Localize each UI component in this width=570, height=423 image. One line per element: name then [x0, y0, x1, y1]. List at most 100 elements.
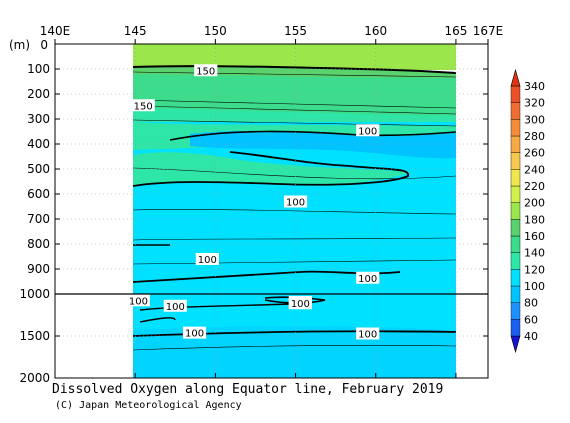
contour-label-1: 150 [134, 101, 153, 112]
contour-label-7: 100 [166, 302, 185, 313]
y-tick-label-10: 1000 [19, 287, 50, 301]
colorbar-label-13: 300 [524, 113, 545, 126]
contour-label-bg-0 [194, 64, 218, 77]
y-tick-label-12: 2000 [19, 371, 50, 385]
contour-thin-1 [132, 71, 457, 78]
colorbar-box-9 [510, 169, 521, 187]
contour-150-lower [132, 105, 457, 115]
y-unit-label: (m) [9, 38, 30, 52]
contour-label-bg-1 [131, 99, 155, 112]
x-tick-label-4: 160 [364, 24, 387, 38]
contour-label-bg-7 [163, 299, 187, 312]
x-tick-label-2: 150 [204, 24, 227, 38]
colorbar-label-6: 160 [524, 230, 545, 243]
colorbar-label-5: 140 [524, 247, 545, 260]
contour-thin-3 [132, 119, 457, 127]
credit-text: (C) Japan Meteorological Agency [55, 400, 242, 411]
contour-label-bg-11 [356, 327, 380, 340]
colorbar-label-7: 180 [524, 213, 545, 226]
y-tick-label-5: 500 [27, 162, 50, 176]
contour-lower-2 [139, 317, 176, 323]
contour-label-2: 100 [286, 198, 305, 209]
contour-thin-5 [132, 209, 457, 215]
colorbar-box-6 [510, 219, 521, 237]
contour-label-11: 100 [358, 329, 377, 340]
contour-lines [132, 65, 457, 351]
contour-labels: 150150100100100100100100100100100100 [126, 64, 380, 340]
contour-label-4: 100 [198, 255, 217, 266]
colorbar-box-13 [510, 102, 521, 120]
contour-label-bg-4 [195, 253, 219, 265]
colorbar-label-3: 100 [524, 280, 545, 293]
contour-label-3: 100 [358, 126, 377, 137]
colorbar-box-0 [510, 319, 521, 337]
colorbar-box-3 [510, 269, 521, 287]
y-tick-label-3: 300 [27, 112, 50, 126]
contour-150-top [132, 65, 457, 74]
contour-label-bg-3 [356, 124, 380, 137]
colorbar-box-14 [510, 85, 521, 103]
x-tick-label-6: 167E [473, 24, 504, 38]
y-tick-label-9: 900 [27, 262, 50, 276]
colorbar-box-5 [510, 235, 521, 253]
contour-100-a [169, 130, 457, 141]
colorbar-box-8 [510, 185, 521, 203]
contour-lower-5 [132, 344, 457, 351]
colorbar-label-0: 40 [524, 330, 538, 343]
plot-frame [54, 43, 489, 379]
colorbar-box-1 [510, 302, 521, 320]
y-tick-label-6: 600 [27, 187, 50, 201]
colorbar-label-9: 220 [524, 180, 545, 193]
y-tick-label-7: 700 [27, 212, 50, 226]
contour-label-bg-10 [182, 326, 207, 339]
contour-label-bg-9 [288, 297, 312, 310]
colorbar-min-triangle [510, 335, 521, 354]
y-tick-label-zero: 0 [40, 38, 48, 52]
contour-label-5: 100 [358, 274, 377, 285]
contour-100-b [132, 151, 409, 187]
colorbar-max-triangle [510, 68, 521, 87]
colorbar-box-7 [510, 202, 521, 220]
colorbar-box-10 [510, 152, 521, 170]
colorbar-box-12 [510, 119, 521, 137]
band-140-upper [133, 74, 456, 118]
contour-thin-4 [132, 167, 457, 180]
contour-lower-3 [264, 296, 326, 304]
contour-label-6: 100 [129, 296, 148, 307]
colorbar-label-14: 320 [524, 97, 545, 110]
oxygen-field [133, 44, 456, 378]
contour-label-10: 100 [185, 329, 204, 340]
colorbar-label-11: 260 [524, 147, 545, 160]
chart-title: Dissolved Oxygen along Equator line, Feb… [52, 382, 443, 397]
band-80-tongue [190, 130, 456, 159]
y-tick-label-1: 100 [27, 62, 50, 76]
contour-label-0: 150 [196, 66, 215, 77]
colorbar-label-12: 280 [524, 130, 545, 143]
y-tick-label-11: 1500 [19, 329, 50, 343]
x-tick-label-1: 145 [124, 24, 147, 38]
x-tick-label-3: 155 [284, 24, 307, 38]
y-axis: 100 200 300 400 500 600 700 800 900 1000 1500 2000 0 [19, 38, 488, 385]
y-tick-label-4: 400 [27, 137, 50, 151]
colorbar-box-11 [510, 135, 521, 153]
contour-thin-7 [132, 259, 457, 265]
contour-label-bg-5 [356, 271, 380, 284]
x-axis: 140E 145 150 155 160 165 167E [40, 24, 504, 378]
x-tick-label-5: 165 [444, 24, 467, 38]
contour-thin-6 [132, 237, 457, 241]
colorbar-label-1: 60 [524, 313, 538, 326]
colorbar-label-2: 80 [524, 297, 538, 310]
contour-label-bg-6 [126, 294, 150, 307]
y-tick-label-8: 800 [27, 237, 50, 251]
colorbar-box-2 [510, 285, 521, 303]
colorbar-label-10: 240 [524, 163, 545, 176]
y-tick-label-2: 200 [27, 87, 50, 101]
colorbar-label-4: 120 [524, 263, 545, 276]
contour-label-9: 100 [291, 299, 310, 310]
contour-label-bg-2 [283, 195, 308, 208]
gridlines [55, 44, 488, 378]
contour-lower-1 [139, 303, 291, 311]
colorbar-label-15: 340 [524, 80, 545, 93]
x-tick-label-0: 140E [40, 24, 71, 38]
